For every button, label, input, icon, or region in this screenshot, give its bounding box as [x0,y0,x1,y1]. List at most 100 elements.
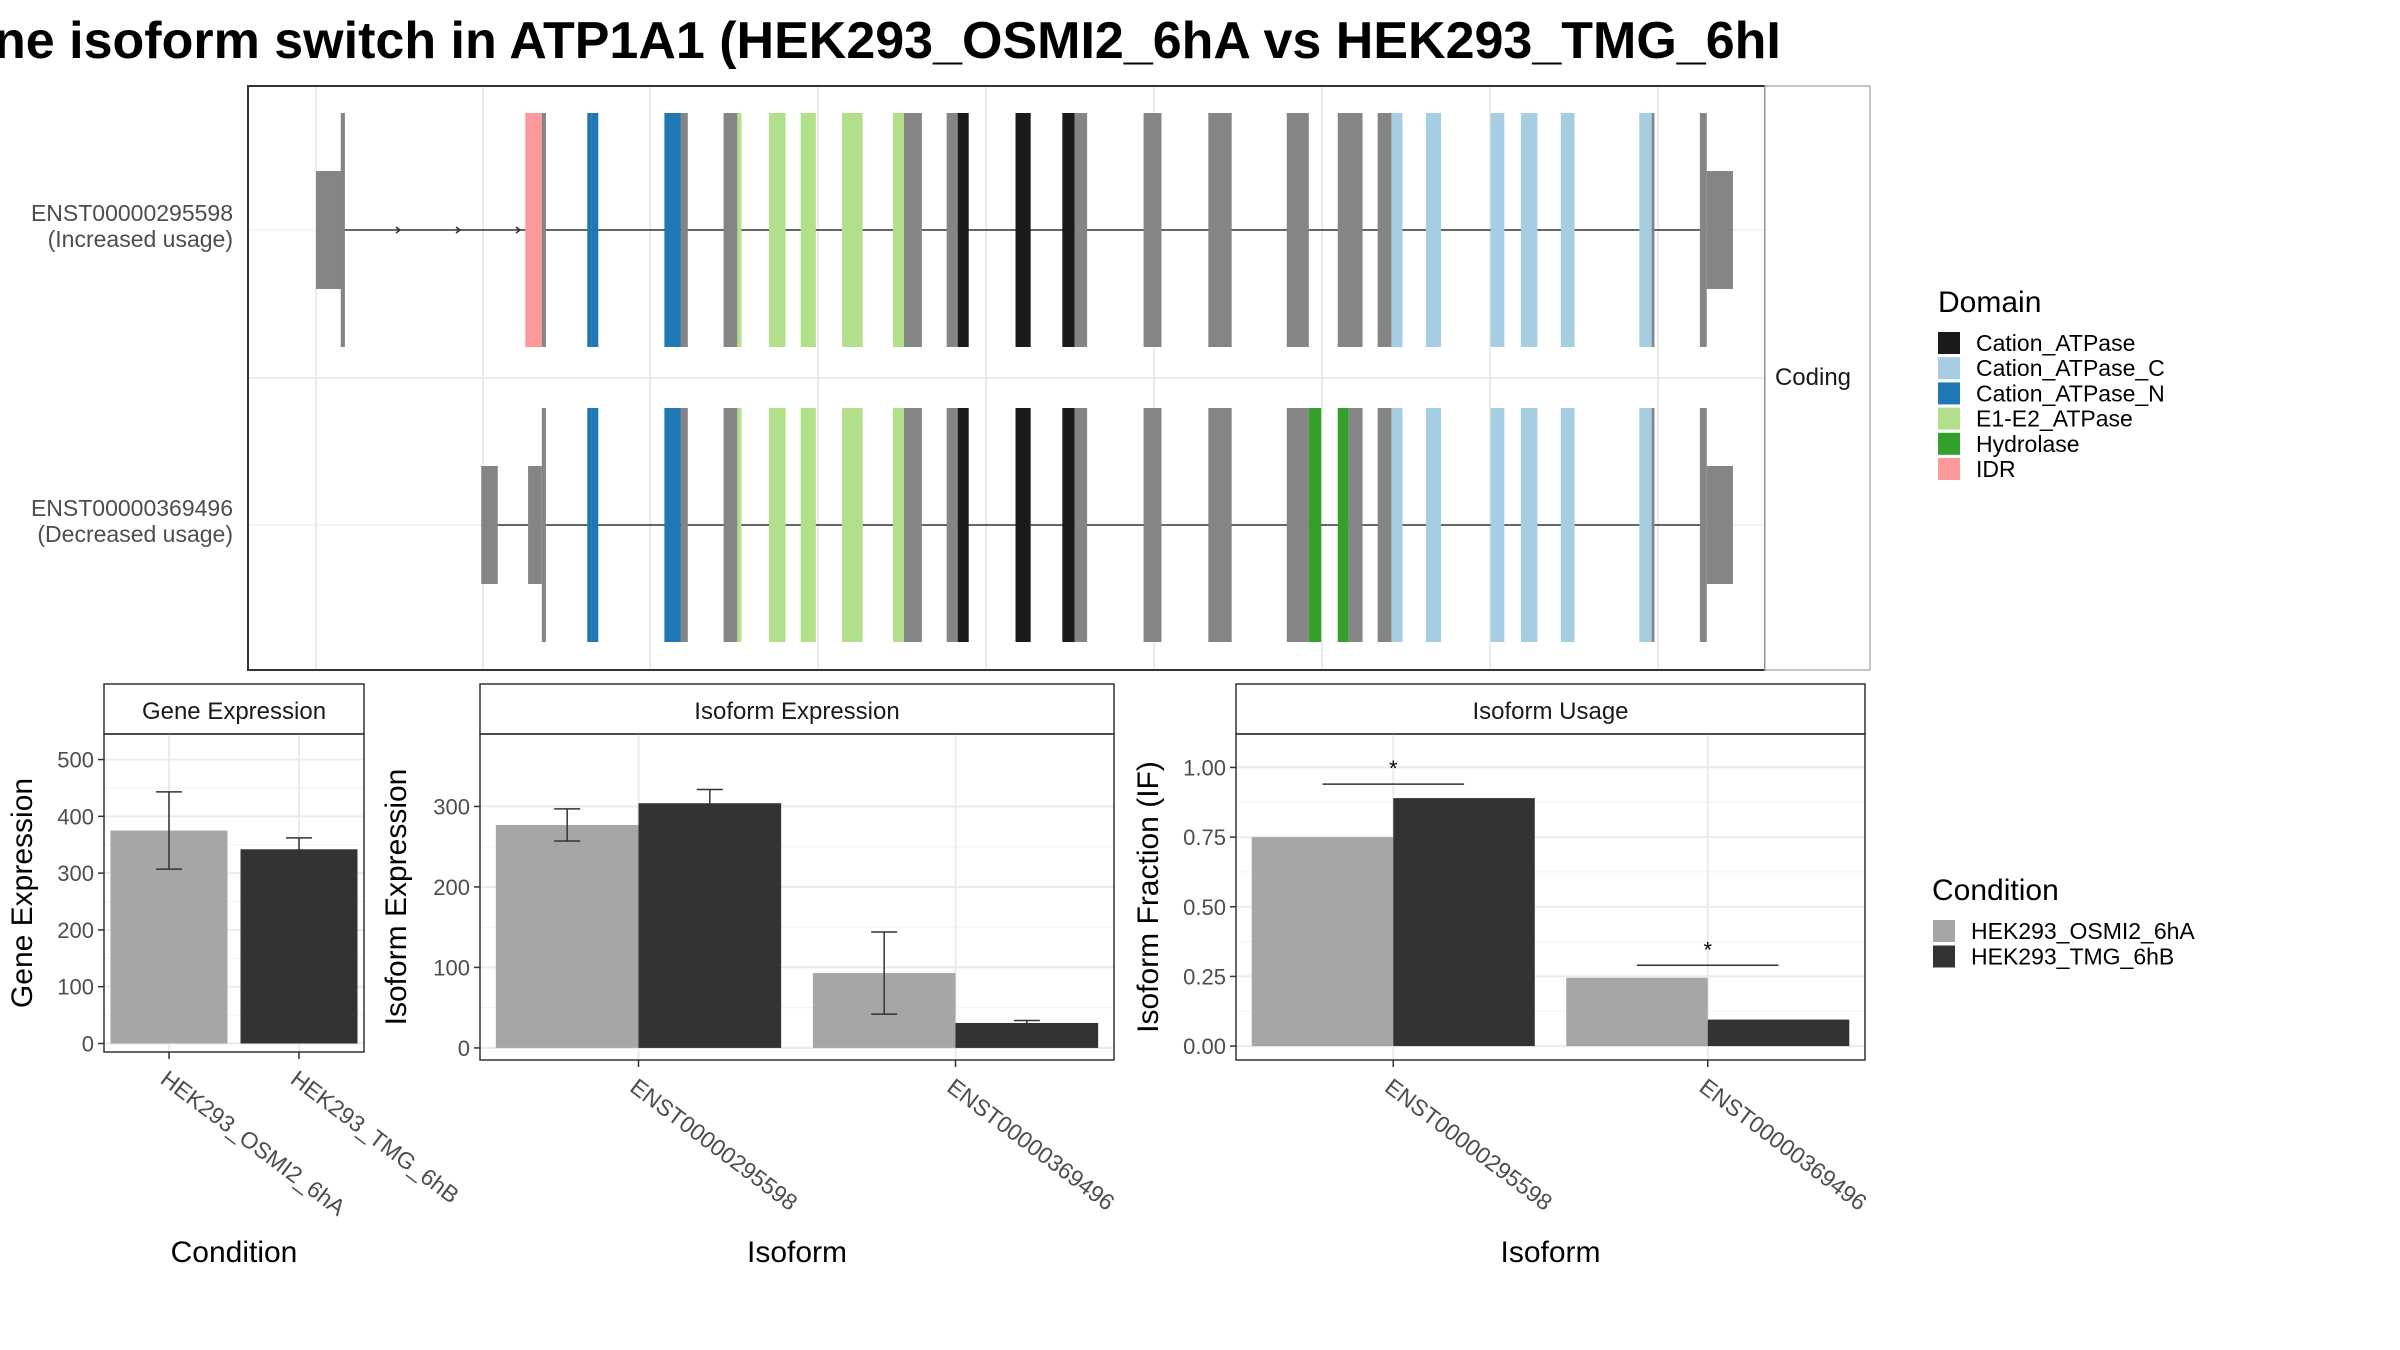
exon-none [1337,113,1363,347]
intron-arrow [455,226,462,234]
panel-border [479,733,1115,1061]
exon-none [1699,113,1707,347]
exon-cation-atpase-c [1520,113,1538,347]
y-tick-label: 200 [433,875,470,900]
intron-arrow [395,226,402,234]
panel-border [103,733,365,1053]
y-axis-title: Isoform Fraction (IF) [1132,761,1165,1033]
panel-strip-title: Isoform Usage [1472,698,1628,725]
exon-none [541,408,546,642]
y-tick-label: 0.25 [1183,964,1226,989]
bar [495,824,639,1048]
isoform-usage-panel: Isoform Usage 0.00 0.25 0.50 0.75 1.00 * * ENST0… [1132,683,1872,1269]
y-tick-label: 0.75 [1183,825,1226,850]
domain-legend-label: Cation_ATPase [1976,330,2135,356]
exon-cation-atpase-c [1520,408,1538,642]
isoform-usage-label: (Decreased usage) [37,521,233,547]
exon-none [541,113,546,347]
bar [240,849,358,1044]
y-tick-label: 300 [57,861,94,886]
exon-none [316,171,344,289]
exon-e1-e2-atpase [800,408,816,642]
exon-cation-atpase-c [1639,113,1652,347]
y-tick-label: 400 [57,804,94,829]
exon-e1-e2-atpase [800,113,816,347]
exon-cation-atpase-c [1560,408,1575,642]
exon-none [903,113,922,347]
panel-strip-title: Isoform Expression [694,698,899,725]
exon-cation-atpase-n [591,408,599,642]
y-tick-label: 200 [57,918,94,943]
exon-cation-atpase-n [591,113,599,347]
exon-none [1286,113,1309,347]
exon-e1-e2-atpase [842,408,863,642]
exon-cation-atpase-c [1391,113,1403,347]
y-tick-label: 100 [57,975,94,1000]
exon-e1-e2-atpase [892,408,904,642]
isoform-usage-label: (Increased usage) [48,226,233,252]
exon-none [1699,408,1707,642]
x-tick-label: ENST00000295598 [625,1073,802,1215]
y-tick-label: 1.00 [1183,755,1226,780]
y-axis-title: Isoform Expression [380,769,413,1026]
bar [638,803,782,1048]
exon-none [1074,113,1088,347]
exon-cation-atpase-n [587,113,592,347]
domain-legend-title: Domain [1938,286,2041,319]
domain-legend-label: Cation_ATPase_N [1976,380,2165,406]
exon-none [1377,408,1392,642]
exon-cation-atpase-n [664,113,681,347]
exon-none [340,113,345,347]
exon-none [723,408,738,642]
y-tick-label: 0.50 [1183,895,1226,920]
exon-none [680,113,688,347]
exon-cation-atpase [1062,113,1075,347]
bar [1707,1019,1850,1047]
exon-e1-e2-atpase [769,408,786,642]
y-axis-title: Gene Expression [6,778,39,1008]
exon-cation-atpase-c [1639,408,1652,642]
isoform-expression-panel: Isoform Expression 0 100 200 300 ENST00000295… [380,683,1120,1269]
legend-key-hydrolase [1938,432,1960,455]
intron-arrow [515,226,522,234]
x-tick-label: ENST00000295598 [1380,1073,1557,1215]
exon-cation-atpase [957,408,969,642]
facet-strip-label: Coding [1775,364,1851,391]
panel-strip [103,683,365,735]
bar [1251,837,1394,1047]
exon-cation-atpase [1015,408,1031,642]
exon-none [1286,408,1309,642]
y-tick-label: 0.00 [1183,1034,1226,1059]
legend-key-cation-atpase [1938,332,1960,354]
exon-none [723,113,738,347]
exon-none [1348,408,1363,642]
domain-legend-label: IDR [1976,456,2016,482]
figure-title: ne isoform switch in ATP1A1 (HEK293_OSMI… [0,12,1781,70]
x-axis-title: Isoform [747,1236,847,1269]
exon-e1-e2-atpase [769,113,786,347]
condition-legend-title: Condition [1932,874,2059,907]
gene-structure-panel: ENST00000295598(Increased usage) ENST0000… [31,85,1871,671]
bar [955,1022,1099,1048]
exon-hydrolase [1308,408,1322,642]
facet-strip [1764,85,1871,671]
exon-cation-atpase-c [1490,408,1505,642]
exon-none [1143,113,1162,347]
exon-none [1651,408,1655,642]
exon-cation-atpase-n [664,408,681,642]
legend-key-e1-e2-atpase [1938,407,1960,430]
y-tick-label: 300 [433,794,470,819]
exon-cation-atpase-c [1490,113,1505,347]
exon-e1-e2-atpase [842,113,863,347]
panel-border [1235,733,1866,1061]
x-tick-label: ENST00000369496 [942,1073,1119,1215]
exon-e1-e2-atpase [737,408,742,642]
significance-star: * [1389,756,1398,781]
isoform-id-label: ENST00000295598 [31,200,233,226]
y-tick-label: 500 [57,748,94,773]
domain-legend-label: Cation_ATPase_C [1976,355,2165,381]
condition-legend-label: HEK293_OSMI2_6hA [1971,918,2195,944]
legend-key-condition [1933,920,1955,942]
domain-legend-label: Hydrolase [1976,431,2080,457]
